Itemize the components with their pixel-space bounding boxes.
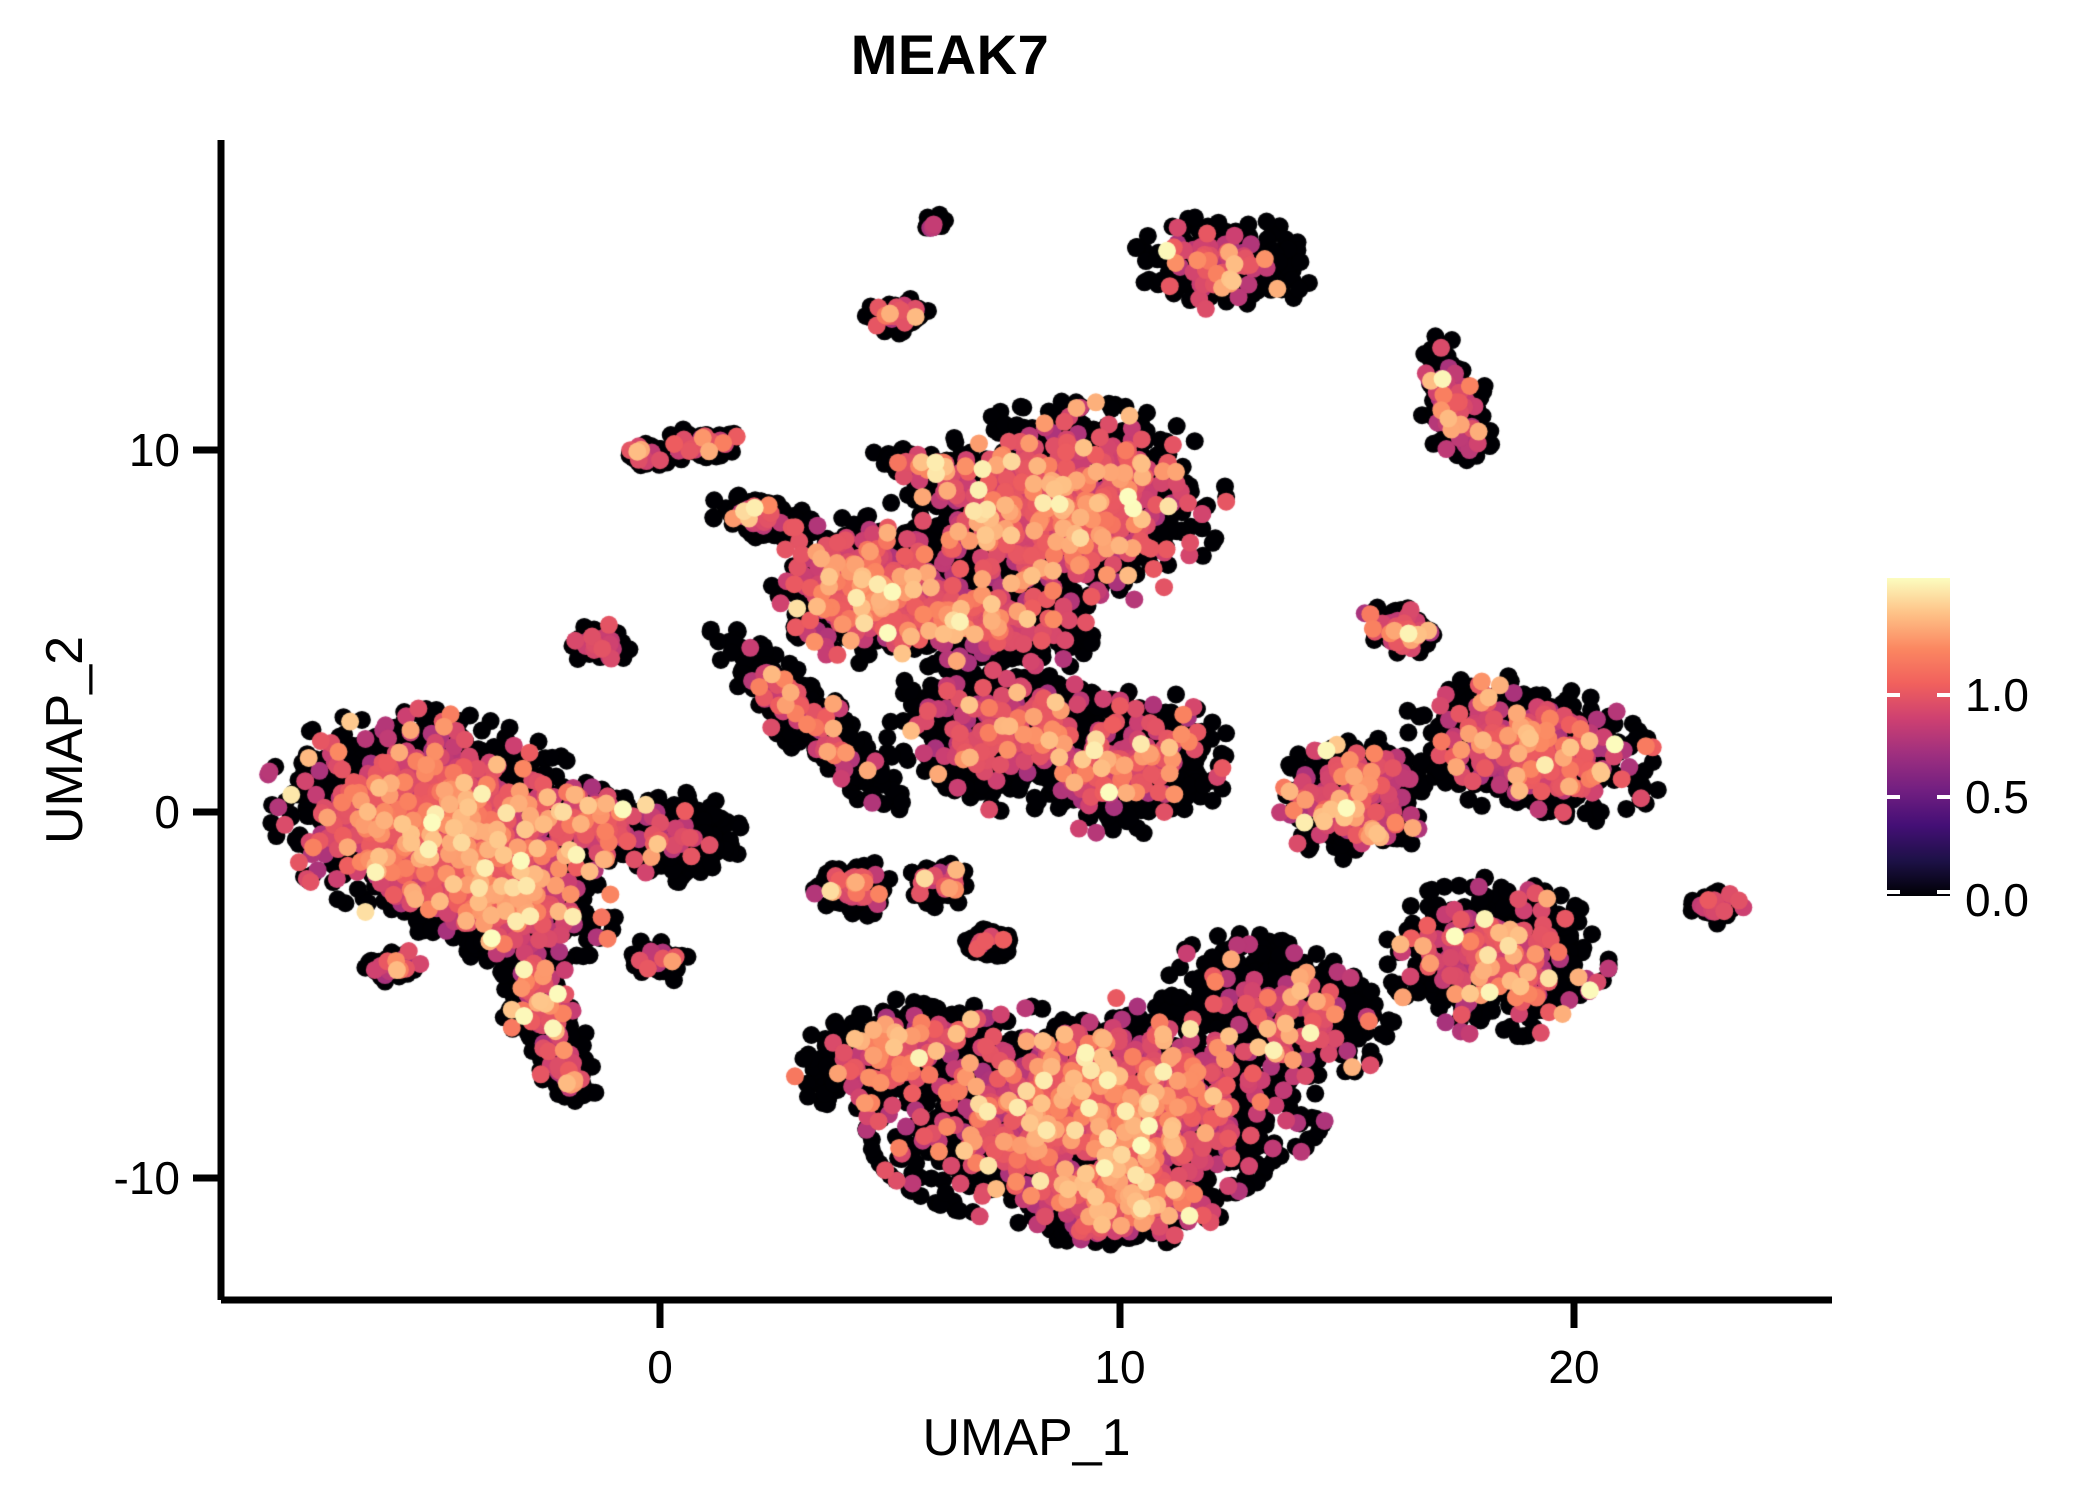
- colorbar-label-0: 0.0: [1965, 874, 2029, 926]
- y-tick-label-neg10: -10: [113, 1152, 180, 1204]
- x-axis-title: UMAP_1: [922, 1409, 1131, 1467]
- colorbar-gradient: [1887, 578, 1950, 896]
- colorbar-tick-1: [1887, 693, 1950, 697]
- x-tick-label-0: 0: [647, 1341, 673, 1393]
- x-tick-label-20: 20: [1548, 1341, 1600, 1393]
- colorbar-tick-0: [1887, 890, 1950, 894]
- color-legend: 1.0 0.5 0.0: [1887, 578, 2087, 926]
- y-tick-label-10: 10: [128, 424, 180, 476]
- colorbar-label-1: 1.0: [1965, 669, 2029, 721]
- y-axis-title: UMAP_2: [36, 635, 94, 845]
- x-tick-label-10: 10: [1094, 1341, 1146, 1393]
- y-tick-label-0: 0: [154, 786, 180, 838]
- colorbar-label-05: 0.5: [1965, 771, 2029, 823]
- colorbar-tick-05: [1887, 795, 1950, 799]
